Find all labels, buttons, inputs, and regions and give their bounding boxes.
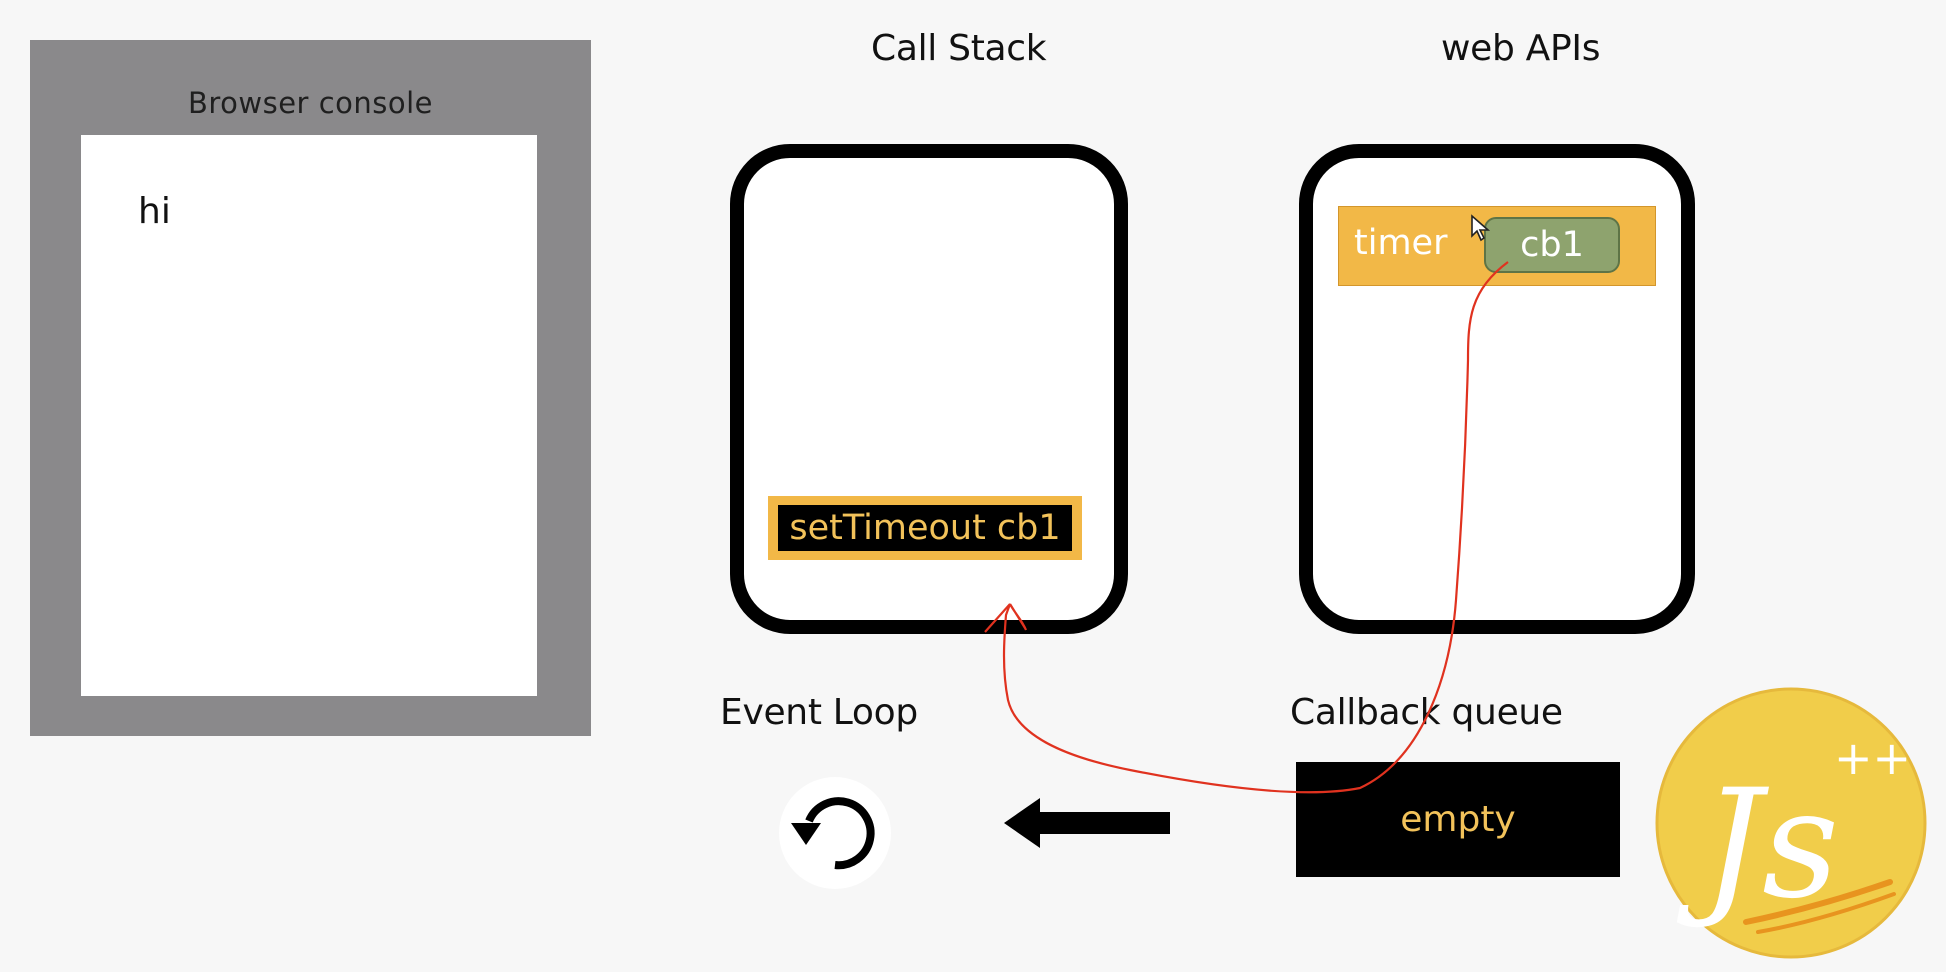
callback-queue-title: Callback queue	[1290, 692, 1563, 733]
browser-console-title: Browser console	[187, 86, 434, 120]
browser-console-output: hi	[81, 135, 537, 696]
logo-text: Js	[1676, 758, 1839, 932]
timer-api: timer cb1	[1338, 206, 1656, 286]
console-line: hi	[138, 191, 171, 232]
jsplusplus-logo: Js ++	[1655, 687, 1927, 959]
call-stack-title: Call Stack	[871, 28, 1047, 69]
browser-console: Browser console hi	[30, 40, 591, 736]
event-loop-title: Event Loop	[720, 692, 918, 733]
logo-superscript: ++	[1834, 731, 1911, 785]
call-stack-frame-label: setTimeout cb1	[778, 505, 1072, 551]
left-arrow-icon	[1004, 798, 1170, 848]
call-stack-box	[730, 144, 1128, 634]
timer-label: timer	[1354, 223, 1448, 263]
web-apis-title: web APIs	[1441, 28, 1601, 69]
mouse-cursor-icon	[1471, 214, 1491, 242]
call-stack-frame: setTimeout cb1	[768, 496, 1082, 560]
callback-queue: empty	[1296, 762, 1620, 877]
refresh-loop-icon	[779, 777, 891, 889]
timer-callback: cb1	[1484, 217, 1620, 273]
